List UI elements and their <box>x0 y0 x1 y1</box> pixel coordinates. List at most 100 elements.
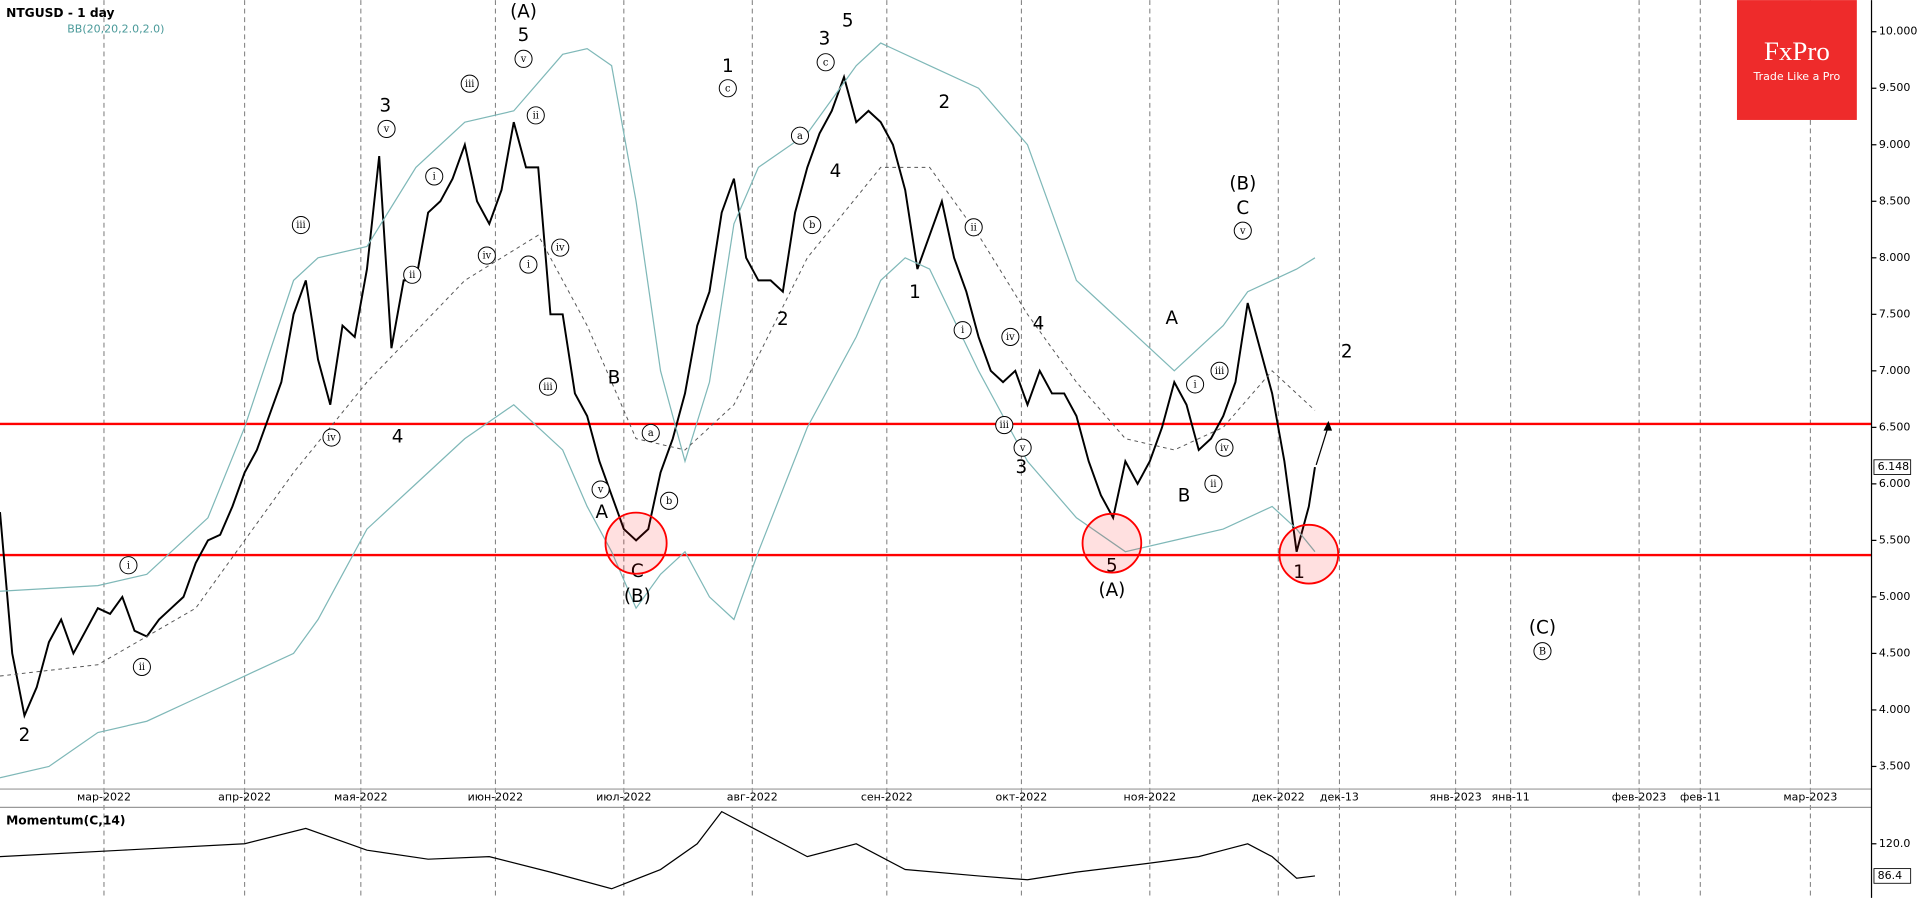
wave-label: 4 <box>1033 313 1045 334</box>
wave-circle <box>660 491 679 510</box>
wave-circle <box>526 106 545 125</box>
wave-label-circled: i <box>1194 380 1197 391</box>
arrow-head <box>1323 420 1333 431</box>
price-tag-label: 6.148 <box>1878 460 1910 473</box>
x-tick-label: дек-13 <box>1320 791 1359 804</box>
wave-label-circled: iii <box>465 79 474 90</box>
x-tick-label: фев-11 <box>1680 791 1721 804</box>
x-tick-label: фев-2023 <box>1612 791 1667 804</box>
wave-label: 2 <box>1341 342 1353 363</box>
y-tick-label: 4.000 <box>1879 703 1911 716</box>
wave-circle <box>514 49 533 68</box>
wave-circle <box>718 79 737 98</box>
wave-circle <box>425 167 444 186</box>
y-tick-label: 6.500 <box>1879 420 1911 433</box>
wave-circle <box>816 53 835 72</box>
x-tick-label: апр-2022 <box>218 791 271 804</box>
price-tag <box>1873 868 1912 884</box>
wave-label-circled: ii <box>409 270 415 281</box>
wave-label: B <box>608 368 621 389</box>
panel-title: Momentum(C,14) <box>6 813 125 827</box>
wave-label-circled: iii <box>296 220 305 231</box>
wave-label-circled: i <box>433 172 436 183</box>
wave-circle <box>377 119 396 138</box>
wave-label: 2 <box>777 309 789 330</box>
wave-label-circled: v <box>1239 226 1246 237</box>
series-line <box>0 73 1316 719</box>
wave-label: (A) <box>1098 580 1125 601</box>
x-tick-label: мар-2022 <box>77 791 131 804</box>
wave-circle <box>1533 642 1552 661</box>
wave-circle <box>641 423 660 443</box>
wave-label-circled: a <box>797 131 803 142</box>
x-tick-label: дек-2022 <box>1252 791 1305 804</box>
wave-circle <box>1210 361 1229 380</box>
wave-label-circled: ii <box>533 110 539 121</box>
series-line <box>0 166 1316 677</box>
wave-label: 2 <box>19 725 31 746</box>
x-tick-label: июл-2022 <box>596 791 651 804</box>
chart-title: NTGUSD - 1 day <box>6 6 114 20</box>
wave-label: 3 <box>379 95 391 116</box>
wave-label: 4 <box>392 427 404 448</box>
wave-label: (B) <box>624 586 651 607</box>
indicator-label: BB(20,20,2.0,2.0) <box>67 22 164 35</box>
y-tick-label: 7.500 <box>1879 307 1911 320</box>
wave-label-circled: c <box>823 57 829 68</box>
wave-circle <box>119 556 138 575</box>
y-tick-label: 9.500 <box>1879 81 1911 94</box>
logo-box <box>1736 0 1857 120</box>
wave-circle <box>1013 438 1032 457</box>
wave-label: A <box>1166 308 1179 329</box>
wave-circle <box>591 480 610 499</box>
x-tick-label: мар-2023 <box>1783 791 1837 804</box>
wave-label: C <box>631 561 644 582</box>
series-line <box>0 810 1316 890</box>
wave-label-circled: ii <box>971 222 977 233</box>
y-tick-label: 6.000 <box>1879 477 1911 490</box>
wave-circle <box>132 657 151 677</box>
wave-circle <box>1204 474 1223 493</box>
wave-circle <box>790 126 810 145</box>
wave-label-circled: v <box>383 124 390 135</box>
x-tick-label: ноя-2022 <box>1124 791 1177 804</box>
y-tick-label: 8.500 <box>1879 194 1911 207</box>
logo-brand: FxPro <box>1764 36 1830 66</box>
wave-label: B <box>1178 485 1191 506</box>
y-tick-label: 8.000 <box>1879 251 1911 264</box>
wave-circle <box>803 215 822 235</box>
x-tick-label: авг-2022 <box>727 791 778 804</box>
annotation-layer: 234(A)5ABC(B)1234521345(A)AB(B)C12(C)iii… <box>19 2 1556 746</box>
wave-circle <box>953 321 972 340</box>
grid-layer: 3.500 4.000 4.500 5.000 5.500 6.000 6.500 7.000… <box>77 0 1917 898</box>
y-tick-label: 10.000 <box>1879 25 1918 38</box>
y-tick-label: 5.000 <box>1879 590 1911 603</box>
wave-label-circled: v <box>520 54 527 65</box>
wave-circle <box>403 265 422 284</box>
wave-label-circled: v <box>597 485 604 496</box>
series-line <box>0 257 1316 779</box>
wave-label-circled: i <box>127 560 130 571</box>
wave-label-circled: i <box>527 260 530 271</box>
wave-label-circled: iii <box>543 382 552 393</box>
wave-circle <box>1001 327 1020 346</box>
wave-label-circled: iv <box>1006 332 1015 343</box>
wave-circle <box>519 255 538 274</box>
wave-label-circled: iii <box>1000 420 1009 431</box>
x-tick-label: сен-2022 <box>861 791 913 804</box>
wave-label-circled: b <box>809 220 815 231</box>
highlight-circle <box>604 511 668 575</box>
y-tick-label: 5.500 <box>1879 533 1911 546</box>
x-tick-label: окт-2022 <box>996 791 1048 804</box>
wave-label: 5 <box>1106 555 1118 576</box>
y-tick-label: 120.0 <box>1879 837 1911 850</box>
highlight-circle <box>1278 523 1340 585</box>
price-tag <box>1873 459 1912 475</box>
wave-label: A <box>596 502 609 523</box>
forecast-arrow <box>1315 425 1329 466</box>
series-line <box>0 42 1316 592</box>
x-tick-label: янв-11 <box>1492 791 1530 804</box>
wave-label: 3 <box>819 29 831 50</box>
wave-label-circled: v <box>1019 443 1026 454</box>
